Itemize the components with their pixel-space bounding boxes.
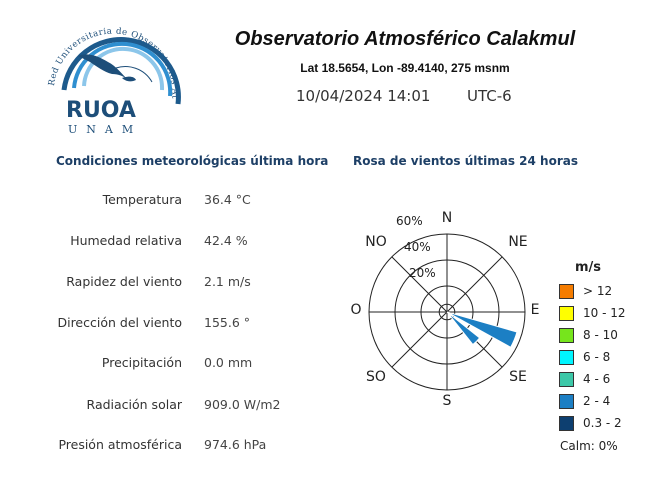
logo-sub: UNAM bbox=[68, 123, 143, 136]
wind-rose-title: Rosa de vientos últimas 24 horas bbox=[353, 154, 578, 168]
direction-label-se: SE bbox=[509, 369, 527, 385]
ring-label-60: 60% bbox=[396, 214, 423, 228]
legend-swatch bbox=[559, 328, 574, 343]
logo-name: RUOA bbox=[66, 98, 136, 123]
grid-spoke bbox=[446, 256, 503, 313]
calm-percentage: Calm: 0% bbox=[560, 439, 618, 453]
timezone-label: UTC-6 bbox=[467, 87, 512, 105]
humidity-value: 42.4 % bbox=[204, 233, 248, 248]
pressure-label: Presión atmosférica bbox=[58, 437, 182, 452]
legend-label: 2 - 4 bbox=[583, 394, 611, 408]
legend-swatch bbox=[559, 394, 574, 409]
legend-label: 6 - 8 bbox=[583, 350, 611, 364]
legend-label: 8 - 10 bbox=[583, 328, 618, 342]
page-title: Observatorio Atmosférico Calakmul bbox=[234, 28, 576, 50]
direction-label-o: O bbox=[350, 302, 361, 318]
pressure-value: 974.6 hPa bbox=[204, 437, 267, 452]
ring-label-20: 20% bbox=[409, 266, 436, 280]
legend-swatch bbox=[559, 372, 574, 387]
direction-label-no: NO bbox=[365, 234, 387, 250]
wind-speed-value: 2.1 m/s bbox=[204, 274, 251, 289]
wind-rose-petals bbox=[446, 311, 518, 348]
direction-label-ne: NE bbox=[508, 234, 527, 250]
wind-rose-petal bbox=[450, 312, 518, 348]
solar-radiation-label: Radiación solar bbox=[86, 397, 182, 412]
observation-datetime: 10/04/2024 14:01 bbox=[296, 87, 431, 105]
precipitation-value: 0.0 mm bbox=[204, 355, 253, 370]
precipitation-label: Precipitación bbox=[101, 355, 182, 370]
conditions-title: Condiciones meteorológicas última hora bbox=[56, 154, 329, 168]
grid-spoke bbox=[391, 311, 448, 368]
station-coordinates: Lat 18.5654, Lon -89.4140, 275 msnm bbox=[300, 61, 510, 75]
direction-label-n: N bbox=[442, 210, 452, 226]
direction-label-so: SO bbox=[366, 369, 386, 385]
legend-title: m/s bbox=[575, 260, 602, 275]
legend-label: 4 - 6 bbox=[583, 372, 611, 386]
direction-label-s: S bbox=[443, 393, 452, 409]
logo-graphic: Red Universitaria de Observatorios Atmos… bbox=[20, 0, 181, 105]
wind-speed-label: Rapidez del viento bbox=[66, 274, 182, 289]
ring-labels: 20% 40% 60% bbox=[396, 214, 436, 280]
legend-label: 0.3 - 2 bbox=[583, 416, 622, 430]
wind-direction-label: Dirección del viento bbox=[57, 315, 182, 330]
wind-rose-labels: N NE E SE S SO O NO bbox=[350, 210, 539, 409]
legend-swatch bbox=[559, 284, 574, 299]
legend-label: 10 - 12 bbox=[583, 306, 626, 320]
humidity-label: Humedad relativa bbox=[70, 233, 182, 248]
ruoa-logo: Red Universitaria de Observatorios Atmos… bbox=[20, 0, 192, 136]
wind-direction-value: 155.6 ° bbox=[204, 315, 251, 330]
legend-swatch bbox=[559, 306, 574, 321]
temperature-value: 36.4 °C bbox=[204, 192, 251, 207]
grid-spoke bbox=[391, 256, 448, 313]
legend-swatch bbox=[559, 350, 574, 365]
direction-label-e: E bbox=[531, 302, 540, 318]
legend-label: > 12 bbox=[583, 284, 613, 298]
legend-swatch bbox=[559, 416, 574, 431]
solar-radiation-value: 909.0 W/m2 bbox=[204, 397, 281, 412]
temperature-label: Temperatura bbox=[102, 192, 182, 207]
ring-label-40: 40% bbox=[404, 240, 431, 254]
wind-rose-petal bbox=[449, 314, 481, 346]
